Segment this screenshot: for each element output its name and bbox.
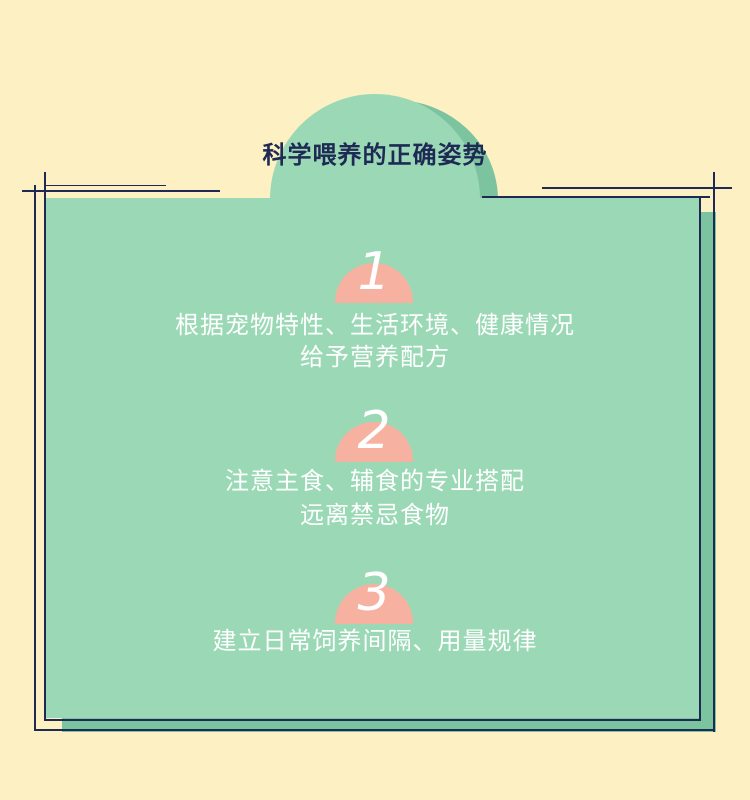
step-1-number: 1 — [357, 242, 391, 302]
frame-line-bottom-inner — [44, 719, 700, 721]
step-1-badge — [335, 263, 415, 303]
page-title: 科学喂养的正确姿势 — [262, 141, 488, 169]
frame-line-top-right-inner — [482, 196, 710, 198]
frame-line-right — [713, 172, 715, 732]
frame-line-top-left-long — [22, 190, 220, 192]
step-1-line-1: 根据宠物特性、生活环境、健康情况 — [175, 311, 575, 339]
frame-line-left-outer — [34, 185, 36, 731]
step-2-line-2: 远离禁忌食物 — [300, 501, 450, 529]
step-2-number: 2 — [357, 401, 391, 461]
step-3-badge — [335, 584, 415, 624]
frame-line-right-inner — [699, 198, 701, 721]
frame-line-bottom-outer — [34, 729, 715, 731]
step-2-line-1: 注意主食、辅食的专业搭配 — [225, 467, 525, 495]
step-1-line-2: 给予营养配方 — [300, 343, 450, 371]
frame-line-top-left-short — [46, 185, 166, 186]
frame-line-top-right-long — [542, 187, 732, 189]
step-3-number: 3 — [357, 563, 391, 623]
step-2-badge — [335, 422, 415, 462]
step-3-line-1: 建立日常饲养间隔、用量规律 — [212, 627, 538, 655]
frame-line-left-inner — [44, 172, 46, 720]
